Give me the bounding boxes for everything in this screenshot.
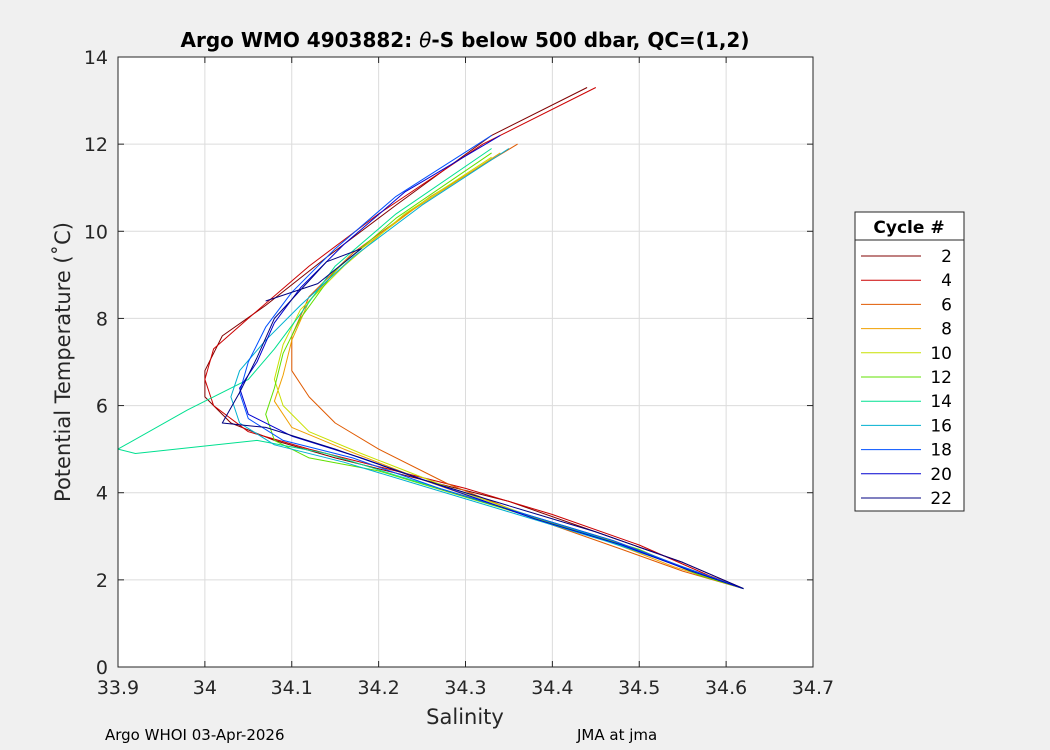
series-line-cycle-12 [265, 152, 744, 590]
legend: Cycle # 2 4 6 8 10 12 14 16 18 20 22 [854, 211, 965, 512]
x-tick-label: 34.1 [271, 677, 313, 699]
legend-label-cycle-6: 6 [941, 295, 952, 315]
y-tick-label: 2 [96, 570, 108, 592]
ticks: 33.9 34 34.1 34.2 34.3 34.4 34.5 34.6 34.7 0 2 4 6 8 1… [84, 47, 834, 699]
series-layer [117, 87, 744, 590]
x-axis-label: Salinity [426, 705, 504, 729]
legend-entries: 2 4 6 8 10 12 14 16 18 20 22 [861, 247, 952, 509]
series-line-cycle-2 [204, 87, 744, 590]
y-tick-label: 8 [96, 308, 108, 330]
footer-right: JMA at jma [576, 726, 657, 744]
series-line-cycle-22 [221, 248, 744, 590]
legend-box [854, 211, 965, 512]
x-tick-label: 34.4 [531, 677, 573, 699]
legend-label-cycle-16: 16 [930, 416, 952, 436]
legend-label-cycle-14: 14 [930, 392, 952, 412]
y-tick-label: 6 [96, 396, 108, 418]
legend-label-cycle-2: 2 [941, 247, 952, 267]
y-tick-label: 10 [84, 221, 108, 243]
x-tick-label: 34.7 [792, 677, 834, 699]
series-line-cycle-4 [204, 87, 744, 590]
y-tick-label: 14 [84, 47, 108, 69]
legend-label-cycle-8: 8 [941, 320, 952, 340]
x-tick-label: 34 [193, 677, 217, 699]
series-line-cycle-20 [239, 134, 744, 590]
x-tick-label: 34.2 [357, 677, 399, 699]
x-tick-label: 34.5 [618, 677, 660, 699]
x-tick-label: 34.6 [705, 677, 747, 699]
legend-label-cycle-22: 22 [930, 489, 952, 509]
footer-left: Argo WHOI 03-Apr-2026 [105, 726, 285, 744]
legend-title: Cycle # [873, 218, 944, 238]
series-line-cycle-16 [230, 148, 744, 590]
legend-label-cycle-18: 18 [930, 441, 952, 461]
y-tick-label: 12 [84, 134, 108, 156]
x-tick-label: 33.9 [97, 677, 139, 699]
y-tick-label: 4 [96, 483, 108, 505]
legend-label-cycle-12: 12 [930, 368, 952, 388]
chart-title: Argo WMO 4903882: θ-S below 500 dbar, QC… [181, 28, 750, 52]
x-tick-label: 34.3 [444, 677, 486, 699]
series-line-cycle-18 [239, 134, 744, 590]
legend-label-cycle-4: 4 [941, 271, 952, 291]
legend-label-cycle-10: 10 [930, 344, 952, 364]
y-axis-label: Potential Temperature (˚C) [51, 222, 75, 502]
legend-label-cycle-20: 20 [930, 465, 952, 485]
y-tick-label: 0 [96, 657, 108, 679]
